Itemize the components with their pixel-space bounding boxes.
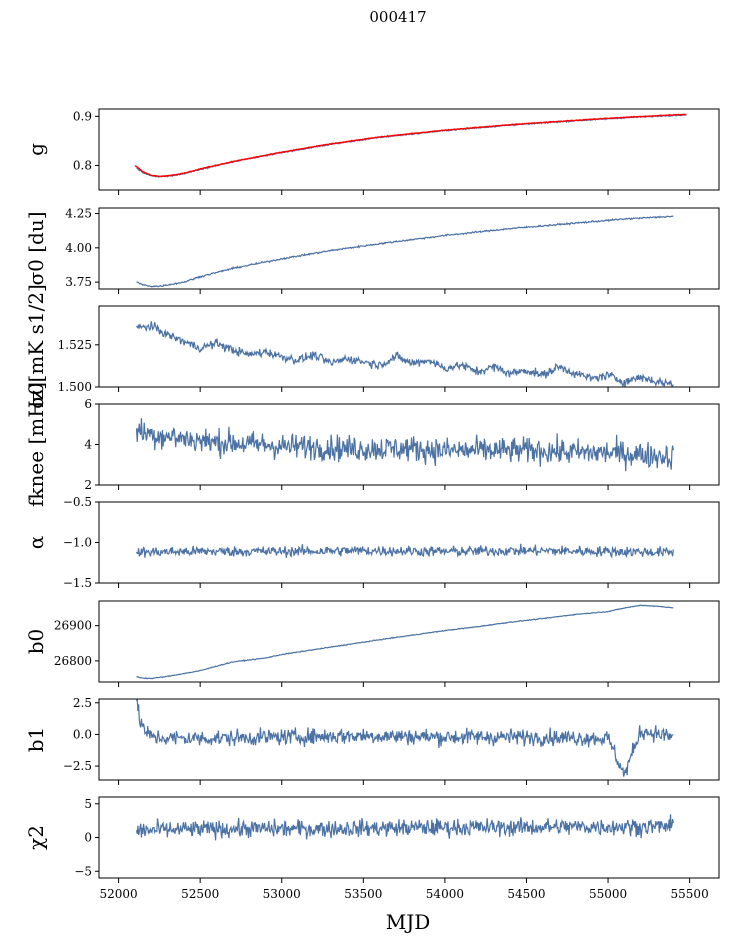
panel-alpha: −1.5 −1.0 −0.5 α <box>24 495 720 590</box>
y-tick-label: 1.525 <box>58 338 92 352</box>
y-tick-label: 5 <box>84 797 92 811</box>
panel-chi2: −5 0 5 52000 52500 53000 53500 54000 54500 55000 5… <box>24 796 720 901</box>
panel-b1: −2.5 0.0 2.5 b1 <box>24 696 720 785</box>
y-tick-label: 2 <box>84 478 92 492</box>
panel-b0: 26800 26900 b0 <box>24 600 720 687</box>
x-tick-label: 52500 <box>181 887 219 901</box>
y-axis-label: α <box>24 536 48 550</box>
y-tick-label: 26800 <box>54 654 92 668</box>
x-tick-label: 54000 <box>426 887 464 901</box>
series-line-sigma0-du <box>136 215 674 288</box>
y-axis-label: σ0 [du] <box>24 211 48 285</box>
panel-frame <box>98 108 720 191</box>
x-tick-label: 52000 <box>99 887 137 901</box>
y-tick-label: −5 <box>74 864 92 878</box>
series-line-sigma0-mk <box>136 321 674 387</box>
series-line-b1 <box>135 699 674 777</box>
y-tick-label: −0.5 <box>63 495 92 509</box>
panel-fknee: 2 4 6 fknee [mHz] <box>24 382 720 507</box>
y-tick-label: 1.500 <box>58 380 92 394</box>
x-axis-label: MJD <box>386 910 431 934</box>
panel-frame <box>98 600 720 683</box>
y-tick-label: −2.5 <box>63 759 92 773</box>
panel-frame <box>98 698 720 781</box>
panel-sigma0_mk: 1.500 1.525 σ0[mK s1/2] <box>24 284 720 409</box>
y-axis-label: χ2 <box>24 825 48 850</box>
y-tick-label: 3.75 <box>65 275 92 289</box>
y-axis-label: fknee [mHz] <box>24 382 48 507</box>
series-line-b0 <box>136 604 674 680</box>
y-axis-label: b1 <box>24 727 48 753</box>
y-tick-label: 4.00 <box>65 241 92 255</box>
y-axis-label: g <box>24 143 48 156</box>
figure-title: 000417 <box>369 8 426 26</box>
panel-sigma0_du: 3.75 4.00 4.25 σ0 [du] <box>24 206 720 294</box>
y-tick-label: 26900 <box>54 619 92 633</box>
y-tick-label: 0.9 <box>73 109 92 123</box>
y-tick-label: 0 <box>84 831 92 845</box>
y-tick-label: 6 <box>84 397 92 411</box>
x-tick-label: 53500 <box>344 887 382 901</box>
series-line-fknee <box>135 418 674 472</box>
series-line-chi2 <box>135 814 674 841</box>
panel-frame <box>98 207 720 290</box>
y-tick-label: 4 <box>84 438 92 452</box>
y-axis-label: σ0[mK s1/2] <box>24 284 48 409</box>
x-tick-label: 54500 <box>507 887 545 901</box>
y-axis-label: b0 <box>24 629 48 655</box>
y-tick-label: 0.8 <box>73 158 92 172</box>
panel-frame <box>98 305 720 388</box>
y-tick-label: −1.0 <box>63 536 92 550</box>
x-tick-label: 53000 <box>263 887 301 901</box>
panel-g: 0.8 0.9 g <box>24 108 720 195</box>
series-line-g-fit <box>134 113 687 178</box>
y-tick-label: 2.5 <box>73 696 92 710</box>
y-tick-label: −1.5 <box>63 576 92 590</box>
x-tick-label: 55500 <box>671 887 709 901</box>
y-tick-label: 0.0 <box>73 727 92 741</box>
y-tick-label: 4.25 <box>65 206 92 220</box>
x-tick-label: 55000 <box>589 887 627 901</box>
series-line-alpha <box>135 543 674 559</box>
panels: 0.8 0.9 g 3.75 4.00 4.25 σ0 [du] 1.500 1.525 σ0[m… <box>24 108 720 901</box>
